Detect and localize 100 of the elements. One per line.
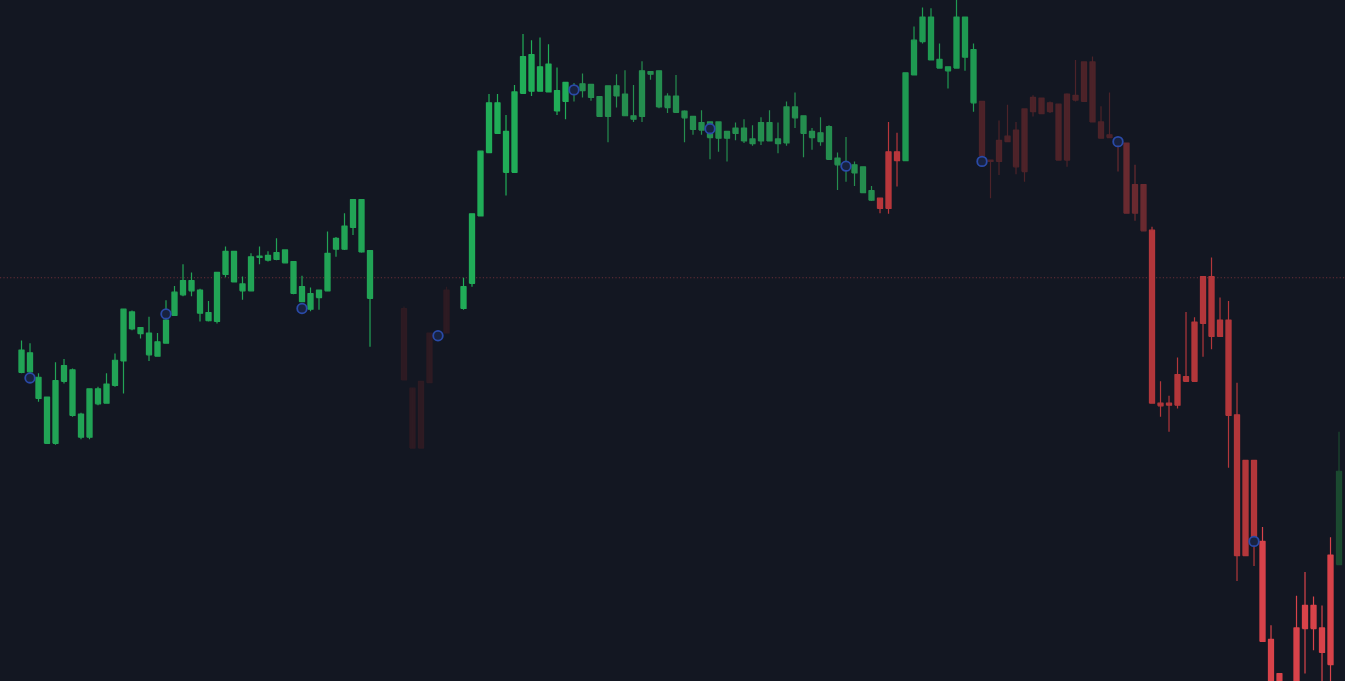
candlestick xyxy=(774,121,782,154)
point xyxy=(1248,535,1260,548)
candlestick xyxy=(18,339,25,374)
candlestick xyxy=(519,33,527,94)
candlestick xyxy=(587,83,595,102)
point xyxy=(840,160,852,172)
candlestick xyxy=(1140,183,1147,232)
point xyxy=(296,302,308,315)
candlestick xyxy=(910,25,918,76)
candlestick xyxy=(766,109,773,142)
candlestick xyxy=(545,43,552,93)
candlestick xyxy=(927,7,935,61)
candlestick xyxy=(1063,92,1071,168)
candlestick xyxy=(494,93,501,135)
candlestick xyxy=(145,316,153,362)
candlestick xyxy=(485,93,493,154)
candlestick xyxy=(553,66,561,116)
candlestick xyxy=(1072,59,1079,103)
candlestick xyxy=(1208,256,1215,350)
candlestick xyxy=(783,100,790,147)
candlestick xyxy=(1259,526,1266,643)
candlestick xyxy=(273,237,280,261)
candlestick xyxy=(1029,94,1037,118)
candlestick xyxy=(443,286,450,334)
candlestick xyxy=(630,84,637,123)
candlestick xyxy=(460,277,467,311)
candlestick xyxy=(604,85,612,143)
candlestick xyxy=(1191,316,1198,382)
candlestick xyxy=(86,388,93,440)
candlestick xyxy=(290,260,297,295)
point xyxy=(704,123,716,135)
candlestick xyxy=(315,288,323,311)
candlestick xyxy=(35,372,42,403)
candlestick xyxy=(672,74,680,114)
candlestick xyxy=(885,121,892,215)
candlestick xyxy=(834,151,841,191)
candlestick xyxy=(324,230,331,293)
candlestick xyxy=(1157,380,1164,418)
candlestick xyxy=(876,197,884,214)
candlestick xyxy=(1055,102,1062,161)
candlestick xyxy=(723,130,731,162)
candlestick xyxy=(1123,142,1130,214)
candlestick xyxy=(426,332,433,384)
candlestick xyxy=(664,92,671,114)
candlestick xyxy=(111,352,119,388)
candlestick xyxy=(103,372,110,404)
candlestick xyxy=(944,66,952,90)
candlestick xyxy=(791,92,799,129)
candlestick xyxy=(1046,100,1054,114)
candlestick xyxy=(1293,595,1300,681)
candlestick xyxy=(562,81,569,120)
candlestick xyxy=(332,236,340,258)
candlestick xyxy=(808,127,816,151)
candlestick xyxy=(179,263,187,297)
candlestick xyxy=(205,300,212,323)
candlestick xyxy=(60,358,68,384)
candlestick xyxy=(349,198,357,236)
candlestick xyxy=(477,150,484,217)
candlestick xyxy=(1225,300,1232,469)
candlestick xyxy=(1335,431,1343,566)
candlestick xyxy=(893,132,901,188)
candlestick xyxy=(1038,97,1045,115)
candlestick xyxy=(188,271,195,297)
candlestick xyxy=(647,70,654,81)
candlestick xyxy=(1216,296,1224,338)
candlestick xyxy=(502,114,510,197)
candlestick xyxy=(256,245,263,265)
candlestick xyxy=(953,0,960,69)
candlestick xyxy=(681,109,688,143)
candlestick xyxy=(196,288,204,323)
candlestick xyxy=(919,6,926,45)
candlestick xyxy=(1106,92,1113,139)
candlestick xyxy=(1199,275,1207,358)
candlestick xyxy=(137,326,144,340)
candlestick xyxy=(613,73,620,109)
candlestick xyxy=(366,250,374,348)
point xyxy=(160,308,172,320)
candlestick xyxy=(800,115,807,158)
candlestick xyxy=(638,60,646,123)
candlestick xyxy=(1233,382,1241,582)
candlestick xyxy=(298,275,306,303)
candlestick xyxy=(689,115,697,136)
candlestick xyxy=(281,248,289,265)
candlestick xyxy=(740,118,748,144)
candlestick xyxy=(1012,121,1020,175)
candlestick xyxy=(264,250,272,263)
candlestick xyxy=(817,116,824,147)
candlestick xyxy=(1021,107,1028,183)
candlestick xyxy=(698,109,705,136)
candlestick xyxy=(536,36,544,92)
candlestick xyxy=(154,332,161,358)
candlestick xyxy=(409,387,416,449)
candlestick xyxy=(1174,356,1181,410)
candlestick xyxy=(120,307,127,395)
candlestick xyxy=(1267,624,1275,681)
candlestick xyxy=(579,72,586,98)
candlestick xyxy=(1182,311,1190,382)
candlestick xyxy=(1131,164,1139,222)
candlestick xyxy=(307,286,314,312)
candlestick xyxy=(239,275,246,301)
